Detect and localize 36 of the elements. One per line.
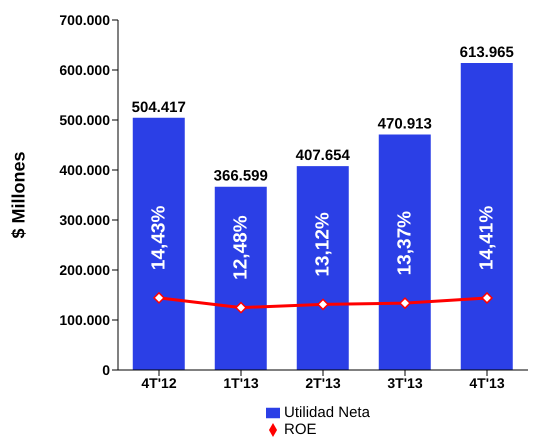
data-label: 14,41% (476, 206, 498, 270)
bar (132, 118, 185, 370)
x-tick-label: 3T'13 (387, 374, 423, 391)
y-axis-title: $ Millones (8, 151, 28, 239)
legend-label: Utilidad Neta (284, 404, 370, 421)
bar (296, 166, 349, 370)
data-label: 13,12% (312, 212, 334, 277)
data-label: 470.913 (378, 116, 432, 133)
data-label: 366.599 (214, 168, 268, 185)
data-label: 13,37% (394, 210, 416, 276)
bar (378, 134, 431, 370)
y-tick-label: 400.000 (59, 162, 110, 178)
point (399, 297, 411, 309)
y-tick-label: 700.000 (59, 12, 110, 28)
point (235, 302, 247, 314)
legend-label: ROE (284, 421, 317, 438)
y-tick-label: 200.000 (59, 262, 110, 278)
y-tick-label: 500.000 (59, 112, 110, 128)
data-label: 613.965 (460, 44, 514, 62)
x-tick-label: 4T'13 (469, 374, 505, 391)
data-label: 14,43% (148, 206, 170, 270)
data-label: 504.417 (132, 98, 186, 116)
y-tick-label: 100.000 (59, 312, 110, 328)
data-label: 12,48% (230, 215, 252, 280)
bar (214, 186, 267, 370)
y-tick-label: 600.000 (59, 62, 110, 78)
point (153, 292, 165, 304)
point (481, 292, 493, 304)
x-tick-label: 2T'13 (305, 374, 341, 391)
y-tick-label: 0 (102, 362, 110, 378)
point (317, 298, 329, 310)
bar (460, 63, 513, 370)
y-tick-label: 300.000 (59, 212, 110, 228)
data-label: 407.654 (296, 147, 351, 164)
x-tick-label: 4T'12 (141, 374, 177, 391)
x-tick-label: 1T'13 (223, 374, 259, 391)
